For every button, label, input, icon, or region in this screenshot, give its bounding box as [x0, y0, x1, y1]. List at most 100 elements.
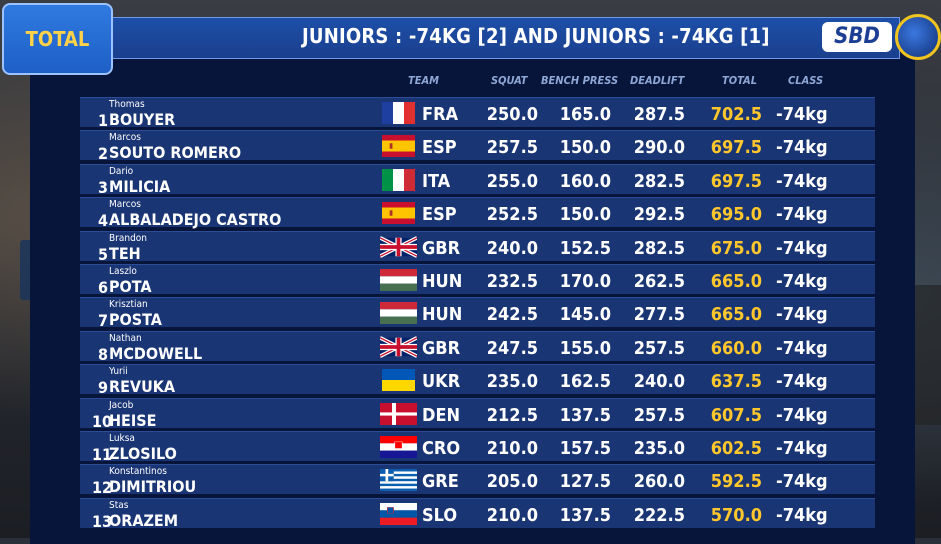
squat-value: 235.0: [486, 371, 538, 393]
total-value: 592.5: [710, 471, 762, 493]
athlete-first-name: Laszlo: [109, 266, 137, 277]
squat-value: 255.0: [486, 170, 538, 192]
rank: 7: [97, 311, 108, 331]
class-value: -74kg: [776, 404, 828, 426]
fra-flag-icon: [380, 102, 417, 124]
column-header-deadlift: DEADLIFT: [630, 74, 685, 87]
athlete-last-name: REVUKA: [109, 377, 176, 397]
team-code: GBR: [422, 237, 461, 259]
category-title: JUNIORS : -74KG [2] AND JUNIORS : -74KG …: [302, 24, 770, 48]
table-row: 3 Dario MILICIA ITA 255.0 160.0 282.5 697.5 -74k…: [80, 163, 875, 197]
athlete-first-name: Marcos: [109, 199, 141, 211]
athlete-last-name: ALBALADEJO CASTRO: [109, 210, 282, 230]
gbr-flag-icon: [380, 235, 417, 258]
bench-value: 162.5: [559, 371, 611, 393]
athlete-first-name: Thomas: [109, 99, 145, 110]
rank: 1: [97, 111, 108, 130]
total-tab-label: TOTAL: [25, 27, 90, 51]
ukr-flag-icon: [380, 369, 417, 392]
athlete-first-name: Brandon: [109, 232, 148, 244]
column-header-team: TEAM: [408, 74, 440, 87]
squat-value: 210.0: [486, 504, 538, 526]
column-header-class: CLASS: [788, 74, 824, 87]
total-value: 695.0: [710, 204, 762, 226]
deadlift-value: 262.5: [633, 271, 685, 292]
athlete-last-name: ZLOSILO: [109, 444, 177, 463]
table-row: 6 Laszlo POTA HUN 232.5 170.0 262.5 665.0 -74kg: [80, 264, 875, 297]
squat-value: 252.5: [486, 204, 538, 226]
bench-value: 170.0: [559, 271, 611, 292]
athlete-last-name: POSTA: [109, 310, 162, 330]
rank: 11: [92, 445, 113, 464]
rank: 6: [97, 278, 108, 297]
deadlift-value: 260.0: [633, 471, 685, 493]
squat-value: 232.5: [486, 271, 538, 292]
athlete-first-name: Konstantinos: [109, 466, 167, 478]
bench-value: 157.5: [559, 438, 611, 459]
hun-flag-icon: [380, 302, 417, 325]
class-value: -74kg: [776, 170, 828, 192]
team-code: GRE: [422, 471, 459, 493]
total-value: 702.5: [710, 104, 762, 125]
bench-value: 137.5: [559, 404, 611, 426]
esp-flag-icon: [380, 202, 417, 225]
sponsor-orb-icon: [895, 14, 941, 60]
bench-value: 160.0: [559, 170, 611, 192]
den-flag-icon: [380, 402, 417, 425]
athlete-last-name: DIMITRIOU: [109, 477, 197, 497]
class-value: -74kg: [776, 104, 828, 125]
squat-value: 205.0: [486, 471, 538, 493]
total-value: 660.0: [710, 337, 762, 359]
bench-value: 145.0: [559, 304, 611, 326]
column-header-total: TOTAL: [722, 74, 758, 87]
team-code: ESP: [422, 204, 457, 226]
bench-value: 165.0: [559, 104, 611, 125]
bench-value: 150.0: [559, 137, 611, 159]
table-row: 13 Stas ORAZEM SLO 210.0 137.5 222.5 570.0 -74kg: [80, 497, 875, 531]
class-value: -74kg: [776, 337, 828, 359]
table-row: 8 Nathan MCDOWELL GBR 247.5 155.0 257.5 660.0 -7…: [80, 330, 875, 364]
team-code: DEN: [422, 404, 461, 426]
athlete-last-name: MILICIA: [109, 176, 171, 196]
team-code: ESP: [422, 137, 457, 159]
bench-value: 150.0: [559, 204, 611, 226]
deadlift-value: 282.5: [633, 170, 685, 192]
team-code: HUN: [422, 271, 463, 292]
table-row: 9 Yurii REVUKA UKR 235.0 162.5 240.0 637.5 -74kg: [80, 364, 875, 397]
cro-flag-icon: [380, 436, 417, 458]
athlete-first-name: Stas: [109, 499, 129, 511]
rank: 3: [97, 177, 108, 197]
athlete-last-name: TEH: [109, 243, 141, 263]
team-code: ITA: [422, 170, 451, 192]
class-value: -74kg: [776, 304, 828, 326]
class-value: -74kg: [776, 371, 828, 393]
class-value: -74kg: [776, 204, 828, 226]
total-value: 675.0: [710, 237, 762, 259]
class-value: -74kg: [776, 271, 828, 292]
squat-value: 247.5: [486, 337, 538, 359]
class-value: -74kg: [776, 471, 828, 493]
table-row: 12 Konstantinos DIMITRIOU GRE 205.0 127.5 260.…: [80, 464, 875, 497]
class-value: -74kg: [776, 504, 828, 526]
athlete-first-name: Krisztian: [109, 299, 148, 311]
sbd-logo-text: SBD: [834, 24, 880, 49]
deadlift-value: 257.5: [633, 404, 685, 426]
total-value: 697.5: [710, 137, 762, 159]
rank: 5: [97, 244, 108, 264]
deadlift-value: 222.5: [633, 504, 685, 526]
table-row: 11 Luksa ZLOSILO CRO 210.0 157.5 235.0 602.5 -74…: [80, 431, 875, 464]
athlete-last-name: POTA: [109, 277, 152, 296]
team-code: GBR: [422, 337, 461, 359]
deadlift-value: 277.5: [633, 304, 685, 326]
table-row: 5 Brandon TEH GBR 240.0 152.5 282.5 675.0 -74kg: [80, 230, 875, 264]
deadlift-value: 282.5: [633, 237, 685, 259]
athlete-first-name: Dario: [109, 165, 134, 177]
class-value: -74kg: [776, 237, 828, 259]
esp-flag-icon: [380, 135, 417, 158]
athlete-first-name: Yurii: [109, 366, 128, 378]
deadlift-value: 235.0: [633, 438, 685, 459]
total-tab[interactable]: TOTAL: [2, 3, 113, 75]
squat-value: 240.0: [486, 237, 538, 259]
total-value: 570.0: [710, 504, 762, 526]
athlete-last-name: HEISE: [109, 410, 157, 430]
